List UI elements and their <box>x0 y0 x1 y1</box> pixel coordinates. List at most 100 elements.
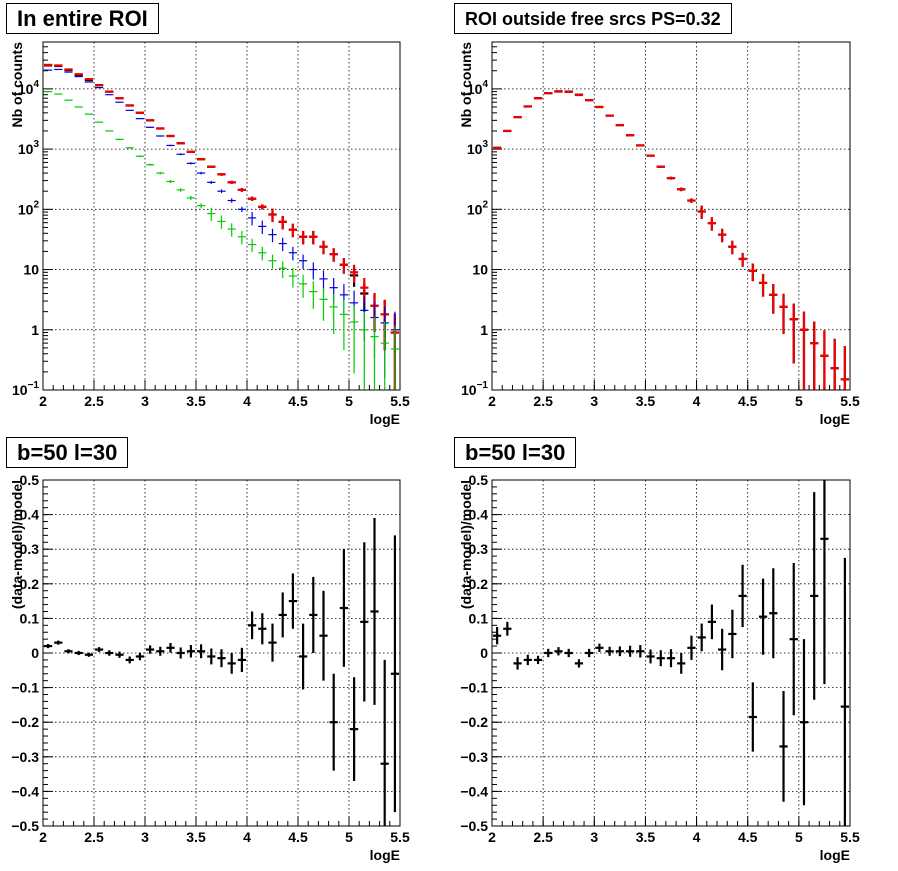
y-tick-label: −0.3 <box>11 749 39 765</box>
y-tick-base: 10 <box>18 81 34 97</box>
data-point <box>197 171 206 175</box>
data-point <box>789 303 798 364</box>
y-tick-base: 10 <box>461 382 477 398</box>
data-point <box>329 248 338 262</box>
data-point <box>810 492 819 700</box>
y-tick-label: 104 <box>467 79 489 97</box>
y-tick-base: 10 <box>467 81 483 97</box>
data-point <box>574 659 584 668</box>
data-point <box>707 217 717 231</box>
plot-frame <box>491 41 851 391</box>
y-axis-label: (data-model)/model <box>458 480 474 609</box>
data-point <box>217 649 226 668</box>
data-point <box>625 134 635 137</box>
x-tick-label: 5 <box>345 829 353 845</box>
y-tick-label: 1 <box>480 322 488 338</box>
data-point <box>268 208 277 223</box>
data-point <box>758 273 768 297</box>
data-point <box>738 252 747 267</box>
data-point <box>319 240 328 255</box>
data-point <box>299 230 308 245</box>
y-tick-label: 104 <box>18 79 40 97</box>
data-point <box>370 316 379 390</box>
data-point <box>350 264 359 283</box>
y-tick-label: 10 <box>472 262 488 278</box>
x-tick-label: 5 <box>345 393 353 409</box>
data-point <box>544 648 553 658</box>
data-point <box>554 647 563 656</box>
y-tick-label: 0.3 <box>20 541 40 557</box>
y-tick-base: 10 <box>467 201 483 217</box>
y-tick-label: −0.1 <box>11 680 39 696</box>
data-point <box>370 518 379 705</box>
data-point <box>564 648 573 658</box>
data-point <box>217 173 226 176</box>
data-point <box>769 284 778 314</box>
data-point <box>319 590 328 681</box>
data-point <box>278 261 287 278</box>
data-point <box>156 127 165 130</box>
x-tick-label: 4.5 <box>288 829 308 845</box>
x-tick-label: 2 <box>488 393 496 409</box>
data-point <box>258 204 267 210</box>
data-point <box>176 153 185 156</box>
data-point <box>166 134 175 138</box>
data-point <box>135 155 144 158</box>
data-point <box>503 129 512 133</box>
data-point <box>288 573 297 629</box>
y-tick-label: −0.5 <box>460 818 488 834</box>
y-tick-label: 102 <box>467 199 489 217</box>
data-point <box>339 258 348 274</box>
data-point <box>217 215 226 229</box>
data-point <box>237 230 246 245</box>
data-point <box>513 657 522 670</box>
data-point <box>493 627 502 645</box>
plot-frame <box>42 41 401 391</box>
x-tick-label: 3.5 <box>636 393 656 409</box>
x-axis-label: logE <box>820 847 850 863</box>
data-point <box>329 673 338 771</box>
x-tick-label: 5.5 <box>840 829 860 845</box>
x-tick-label: 2 <box>39 829 47 845</box>
y-tick-label: 0 <box>31 645 39 661</box>
data-point <box>687 198 696 203</box>
y-tick-label: 0.4 <box>469 507 489 523</box>
y-tick-label: −0.4 <box>460 783 488 799</box>
y-tick-label: 0.5 <box>469 472 489 488</box>
data-point <box>595 643 604 652</box>
data-point <box>146 126 155 128</box>
data-point <box>309 576 318 653</box>
y-tick-label: −0.2 <box>11 714 39 730</box>
y-tick-exponent: 3 <box>33 139 39 150</box>
data-point <box>227 223 236 237</box>
data-point <box>146 645 155 654</box>
data-point <box>207 165 216 168</box>
chart-title-bottom-right: b=50 l=30 <box>454 437 577 468</box>
y-tick-label: 0.5 <box>20 472 40 488</box>
data-point <box>718 628 727 671</box>
y-tick-exponent: −1 <box>28 380 40 391</box>
data-point <box>258 246 267 261</box>
data-point <box>769 568 778 659</box>
data-point <box>288 223 297 238</box>
data-point <box>656 165 665 168</box>
y-tick-exponent: 2 <box>482 199 488 210</box>
data-point <box>299 274 308 298</box>
data-point <box>636 645 645 658</box>
data-point <box>360 542 369 702</box>
data-point <box>820 480 829 685</box>
x-tick-label: 5.5 <box>390 393 410 409</box>
x-tick-label: 2 <box>39 393 47 409</box>
data-point <box>503 621 512 636</box>
data-point <box>227 653 236 674</box>
x-tick-label: 4 <box>243 393 251 409</box>
data-point <box>176 142 185 145</box>
data-point <box>748 682 757 752</box>
data-point <box>779 691 788 802</box>
data-point <box>350 305 359 374</box>
y-tick-label: −0.2 <box>460 714 488 730</box>
data-point <box>677 653 686 674</box>
y-tick-label: −0.4 <box>11 783 39 799</box>
y-tick-label: −0.1 <box>460 680 488 696</box>
